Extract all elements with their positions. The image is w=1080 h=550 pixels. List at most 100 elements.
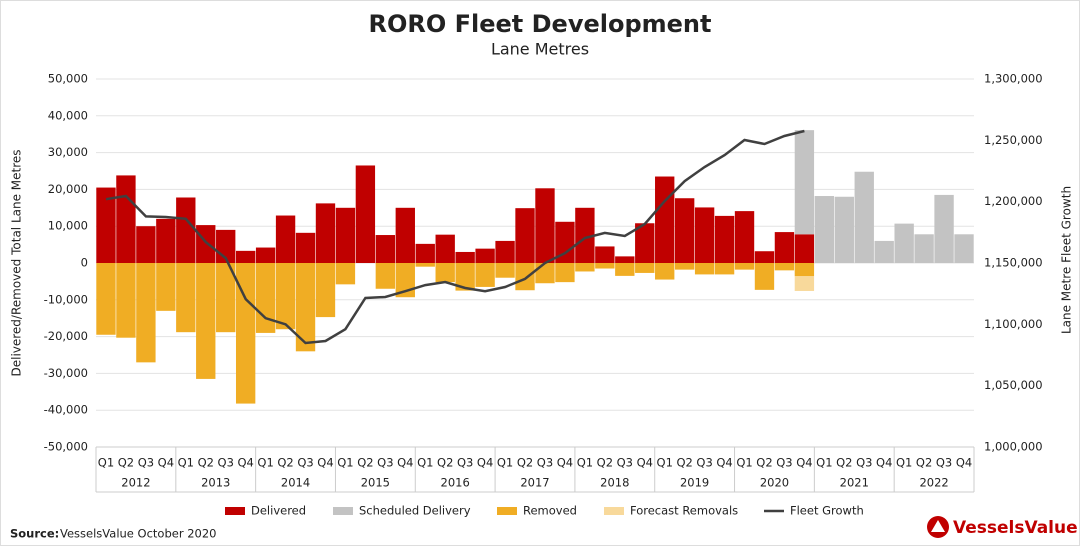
x-tick-label: Q4 <box>876 456 892 470</box>
x-group-label: 2012 <box>121 476 150 490</box>
bar <box>734 211 755 263</box>
bar <box>794 130 815 235</box>
x-tick-label: Q2 <box>437 456 453 470</box>
x-tick-label: Q3 <box>537 456 553 470</box>
bar <box>714 263 735 275</box>
bar <box>814 196 835 263</box>
bar <box>216 263 236 333</box>
bar <box>694 263 715 275</box>
bar <box>674 263 695 270</box>
x-group-label: 2015 <box>361 476 390 490</box>
bar <box>96 187 116 263</box>
x-tick-label: Q1 <box>497 456 513 470</box>
bar <box>555 263 575 283</box>
bar <box>854 171 874 263</box>
x-tick-label: Q3 <box>856 456 872 470</box>
x-group-label: 2016 <box>441 476 470 490</box>
bar <box>934 194 954 263</box>
bar <box>475 248 495 263</box>
bar <box>694 207 715 263</box>
bar <box>714 215 735 263</box>
bar <box>375 263 396 289</box>
bar <box>894 223 914 263</box>
bar <box>635 263 655 273</box>
x-tick-label: Q1 <box>577 456 593 470</box>
bar <box>575 207 595 263</box>
chart-title: RORO Fleet Development <box>369 10 712 38</box>
x-tick-label: Q4 <box>397 456 413 470</box>
bar <box>774 263 795 271</box>
x-tick-label: Q2 <box>597 456 613 470</box>
x-tick-label: Q2 <box>517 456 533 470</box>
line <box>105 129 805 345</box>
x-tick-label: Q1 <box>657 456 673 470</box>
legend-label: Removed <box>523 504 577 518</box>
x-tick-label: Q2 <box>118 456 134 470</box>
bar <box>295 263 316 352</box>
chart-subtitle: Lane Metres <box>491 40 589 59</box>
x-tick-label: Q4 <box>237 456 253 470</box>
x-tick-label: Q2 <box>198 456 214 470</box>
bar <box>475 263 495 287</box>
y-tick-label: 10,000 <box>48 219 88 233</box>
y2-axis-title: Lane Metre Fleet Growth <box>1060 186 1074 334</box>
bar <box>136 226 156 263</box>
bar <box>455 263 475 291</box>
bar <box>595 246 615 263</box>
source-label: Source: <box>10 527 59 541</box>
bar <box>615 256 635 263</box>
x-tick-label: Q2 <box>277 456 293 470</box>
y2-tick-label: 1,100,000 <box>984 317 1043 331</box>
x-tick-label: Q1 <box>736 456 752 470</box>
x-tick-label: Q4 <box>796 456 812 470</box>
x-tick-label: Q3 <box>936 456 952 470</box>
legend-swatch <box>225 507 245 515</box>
y-axis-title: Delivered/Removed Total Lane Metres <box>10 149 24 376</box>
bar <box>255 263 276 333</box>
x-group-label: 2017 <box>520 476 549 490</box>
bar <box>754 263 775 290</box>
bar <box>136 263 156 363</box>
y2-tick-label: 1,200,000 <box>984 194 1043 208</box>
bar <box>196 263 216 379</box>
bar <box>176 263 196 333</box>
bar <box>774 232 795 263</box>
bar <box>914 234 934 263</box>
x-tick-label: Q3 <box>696 456 712 470</box>
y-tick-label: -40,000 <box>44 403 88 417</box>
bar <box>315 263 336 318</box>
bar <box>235 263 256 404</box>
legend-swatch <box>333 507 353 515</box>
source-text: VesselsValue October 2020 <box>60 527 216 541</box>
bar <box>415 263 435 267</box>
bar <box>116 175 136 263</box>
y-tick-label: -50,000 <box>44 440 88 454</box>
x-group-label: 2022 <box>919 476 948 490</box>
legend-label: Fleet Growth <box>790 504 864 518</box>
legend-label: Scheduled Delivery <box>359 504 471 518</box>
y-tick-label: -30,000 <box>44 366 88 380</box>
x-tick-label: Q4 <box>158 456 174 470</box>
y-tick-label: 50,000 <box>48 72 88 86</box>
bar <box>834 196 854 263</box>
brand: VesselsValue <box>953 518 1078 538</box>
bar <box>515 263 535 291</box>
y-tick-label: 40,000 <box>48 108 88 122</box>
x-tick-label: Q1 <box>417 456 433 470</box>
x-tick-label: Q3 <box>297 456 313 470</box>
x-tick-label: Q3 <box>457 456 473 470</box>
bar <box>176 197 196 263</box>
legend-swatch <box>604 507 624 515</box>
x-tick-label: Q3 <box>218 456 234 470</box>
bar <box>156 263 176 311</box>
x-tick-label: Q1 <box>98 456 114 470</box>
bar <box>535 188 555 263</box>
y-tick-label: 0 <box>81 256 88 270</box>
bar <box>355 165 376 263</box>
x-tick-label: Q2 <box>357 456 373 470</box>
bar <box>375 235 396 263</box>
bar <box>954 234 974 263</box>
y-tick-label: -10,000 <box>44 292 88 306</box>
bar <box>615 263 635 276</box>
